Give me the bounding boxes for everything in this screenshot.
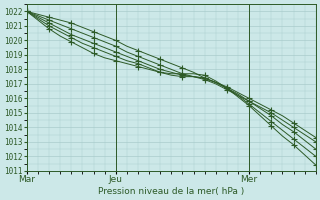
X-axis label: Pression niveau de la mer( hPa ): Pression niveau de la mer( hPa ) [98,187,244,196]
